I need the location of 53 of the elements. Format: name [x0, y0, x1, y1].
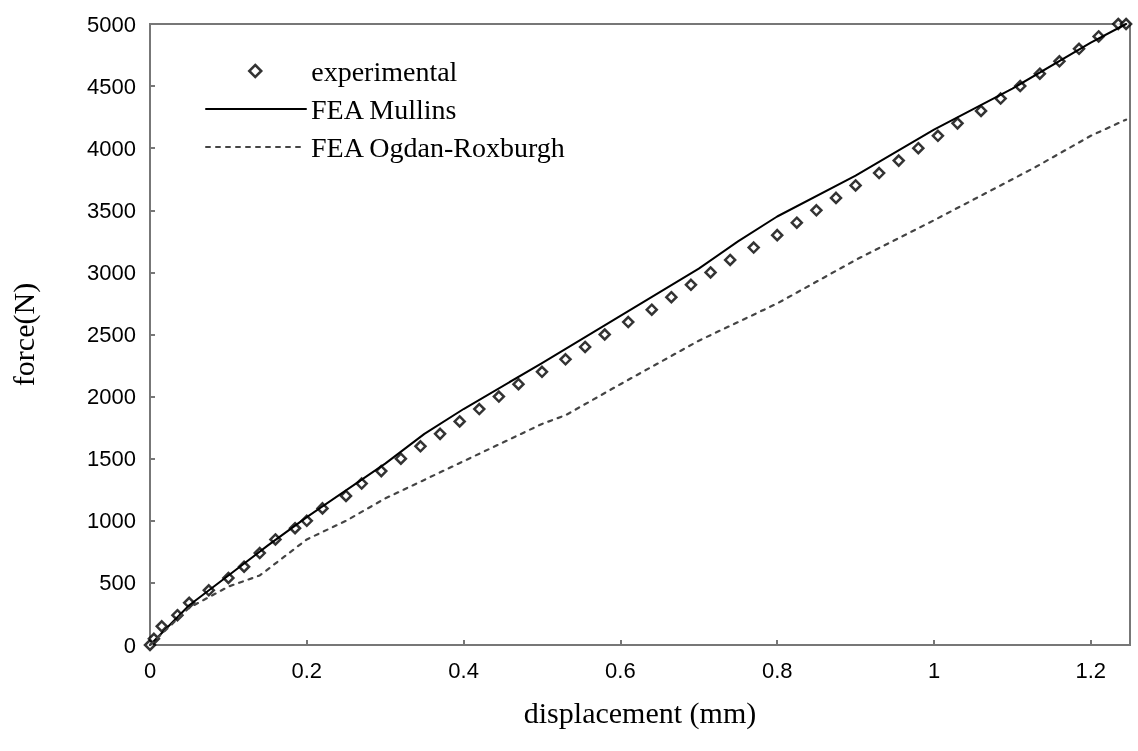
point — [453, 415, 466, 428]
legend-label: FEA Mullins — [311, 93, 457, 125]
point — [849, 179, 862, 192]
x-tick-label: 1.2 — [1075, 657, 1107, 683]
y-tick-label: 4000 — [87, 135, 136, 161]
point — [578, 340, 592, 354]
point — [645, 303, 659, 316]
point — [872, 166, 886, 180]
x-tick-label: 0.4 — [448, 657, 479, 683]
y-tick-label: 3000 — [87, 259, 136, 285]
x-axis-title: displacement (mm) — [523, 695, 757, 730]
point — [747, 241, 760, 254]
point — [770, 228, 784, 242]
point — [974, 104, 988, 118]
point — [598, 328, 611, 341]
point — [829, 191, 843, 205]
legend-label: experimental — [311, 55, 458, 87]
point — [912, 141, 925, 155]
y-tick-label: 0 — [123, 632, 136, 658]
y-tick-label: 500 — [99, 570, 136, 596]
y-tick-label: 2500 — [87, 322, 136, 347]
point — [684, 278, 698, 292]
point — [155, 620, 169, 633]
point — [951, 117, 964, 130]
point — [931, 129, 945, 143]
y-tick-label: 5000 — [87, 11, 136, 37]
x-tick-label: 0 — [143, 657, 157, 683]
point — [704, 266, 717, 279]
x-tick-label: 0.2 — [291, 657, 323, 683]
point — [723, 253, 737, 267]
y-tick-label: 2000 — [87, 384, 136, 410]
point — [535, 365, 549, 379]
point — [621, 315, 635, 329]
point — [892, 154, 905, 167]
point — [414, 440, 427, 453]
point — [810, 204, 823, 217]
y-tick-label: 4500 — [87, 73, 136, 99]
x-tick-label: 1 — [927, 657, 941, 683]
legend-label: FEA Ogdan-Roxburgh — [311, 131, 565, 163]
point — [394, 452, 408, 465]
point — [559, 353, 572, 366]
point — [492, 390, 506, 403]
point — [473, 402, 486, 416]
y-tick-label: 1000 — [87, 508, 136, 534]
point — [512, 377, 525, 391]
x-tick-label: 0.8 — [761, 657, 793, 683]
y-tick-label: 1500 — [87, 446, 136, 472]
point — [790, 216, 804, 229]
y-axis-title: force(N) — [6, 282, 41, 387]
point — [665, 290, 678, 304]
y-tick-label: 3500 — [87, 197, 136, 223]
x-tick-label: 0.6 — [605, 657, 636, 683]
point — [433, 427, 447, 441]
